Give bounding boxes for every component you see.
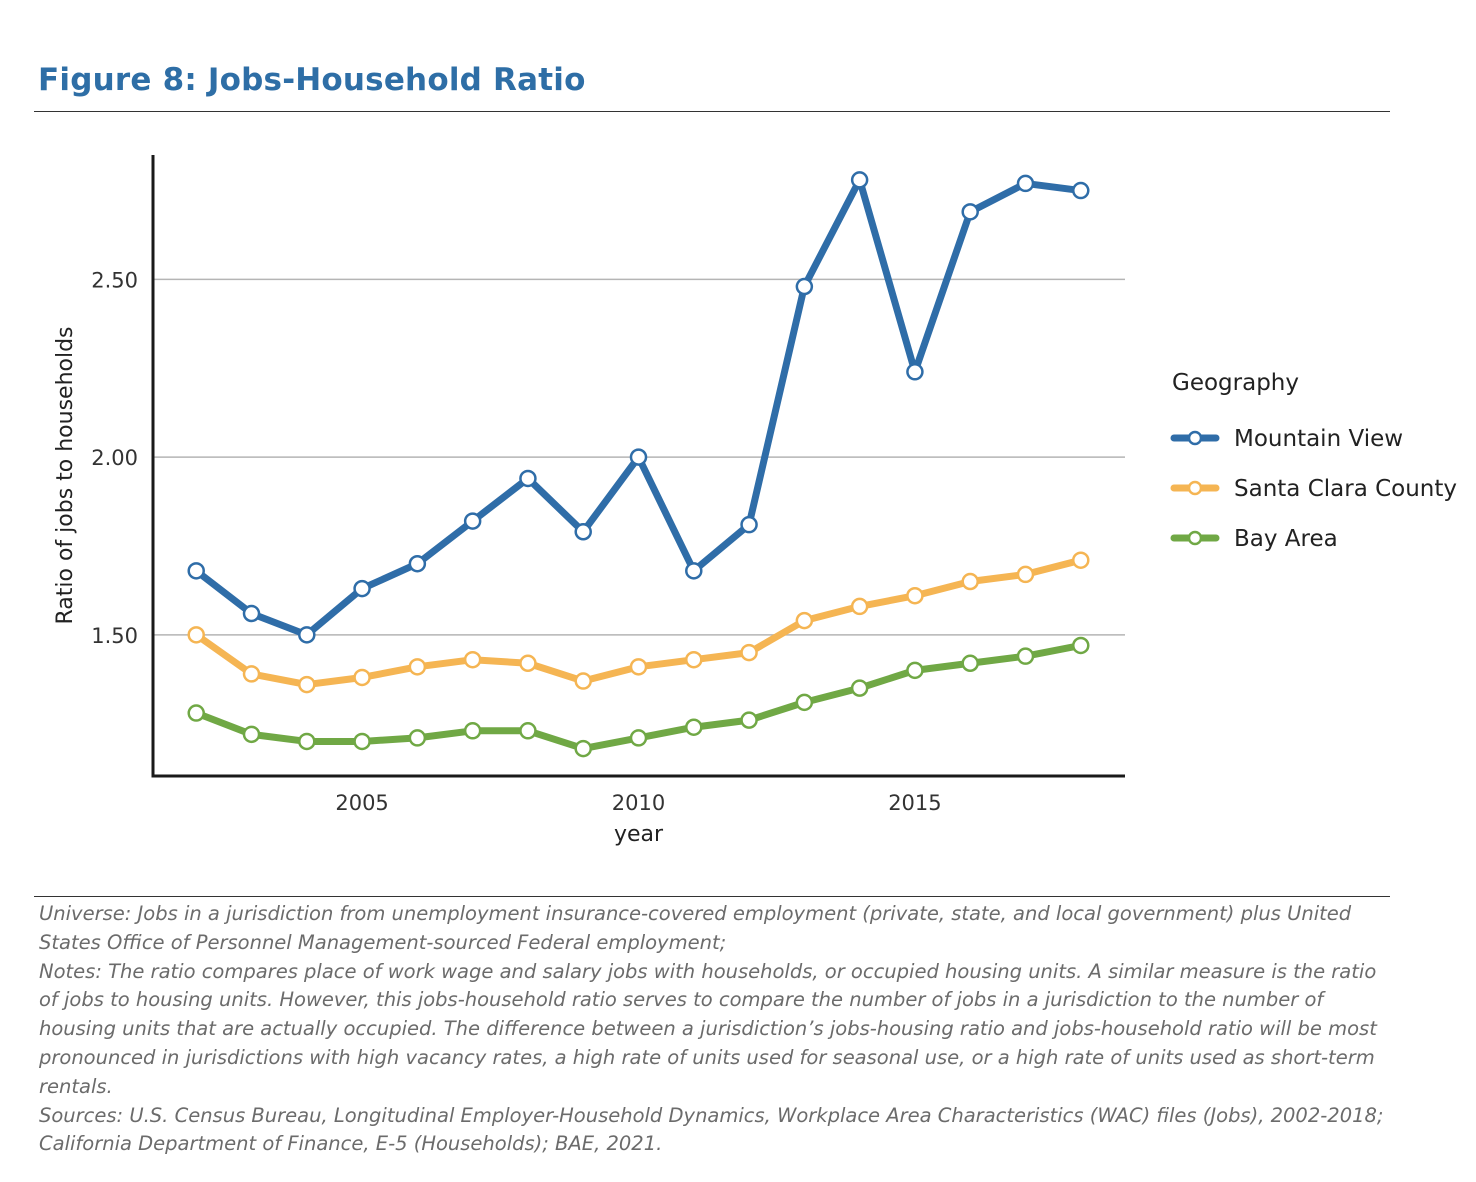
data-point [187, 626, 205, 644]
data-point [685, 562, 703, 580]
data-point [740, 711, 758, 729]
data-point [519, 722, 537, 740]
figure-title: Figure 8: Jobs-Household Ratio [38, 62, 586, 98]
legend-label: Santa Clara County [1234, 476, 1457, 502]
title-divider [34, 111, 1390, 112]
data-point [298, 732, 316, 751]
data-point [961, 572, 979, 591]
y-tick-label: 2.50 [91, 268, 138, 292]
data-point [1016, 647, 1035, 665]
jobs-household-ratio-chart: 1.50 2.00 2.50 2005 2010 2015 year Ratio of … [53, 155, 1457, 847]
sources-note: Sources: U.S. Census Bureau, Longitudina… [39, 1103, 1384, 1156]
x-tick-labels: 2005 2010 2015 [335, 791, 941, 815]
data-point [850, 597, 869, 616]
data-point [906, 661, 924, 680]
data-point [242, 725, 261, 744]
legend-item-santa-clara-county: Santa Clara County [1170, 476, 1457, 502]
data-point [463, 650, 482, 669]
x-tick-label: 2015 [888, 791, 941, 815]
axes [151, 155, 1125, 778]
data-point [961, 654, 979, 673]
data-point [850, 171, 869, 189]
data-point [519, 469, 537, 488]
data-point [1072, 551, 1090, 569]
series-bay-area [187, 636, 1090, 758]
legend-title: Geography [1172, 370, 1299, 396]
legend-label: Bay Area [1234, 526, 1338, 552]
series-lines [187, 171, 1090, 758]
y-tick-label: 1.50 [91, 624, 138, 648]
x-tick-label: 2005 [335, 791, 388, 815]
data-point [740, 515, 758, 534]
x-tick-label: 2010 [612, 791, 665, 815]
x-axis-title: year [614, 822, 664, 847]
data-point [1072, 636, 1090, 655]
data-point [353, 579, 371, 598]
data-point [298, 675, 316, 694]
legend-item-bay-area: Bay Area [1170, 526, 1338, 552]
data-point [574, 523, 592, 541]
data-point [629, 729, 648, 747]
data-point [463, 722, 482, 740]
series-santa-clara-county [187, 551, 1090, 694]
data-point [242, 665, 261, 683]
data-point [795, 277, 814, 296]
data-point [1016, 174, 1035, 193]
data-point [574, 739, 592, 758]
data-point [795, 693, 814, 712]
y-tick-labels: 1.50 2.00 2.50 [91, 268, 138, 647]
notes-text: Notes: The ratio compares place of work … [39, 959, 1377, 1098]
universe-note: Universe: Jobs in a jurisdiction from un… [39, 902, 1352, 954]
data-point [740, 643, 758, 662]
data-point [1072, 181, 1090, 200]
notes-divider [34, 896, 1390, 897]
legend-marker [1187, 530, 1203, 546]
data-point [298, 626, 316, 644]
legend-item-mountain-view: Mountain View [1170, 426, 1403, 452]
data-point [187, 704, 205, 722]
data-point [906, 363, 924, 381]
chart-notes: Universe: Jobs in a jurisdiction from un… [39, 900, 1399, 1159]
data-point [906, 586, 924, 605]
data-point [961, 203, 979, 221]
series-line [192, 176, 1085, 639]
legend-label: Mountain View [1234, 426, 1403, 452]
data-point [519, 654, 537, 673]
legend: Geography Mountain View Santa Clara Count… [1170, 370, 1457, 552]
legend-marker [1187, 480, 1203, 496]
data-point [795, 611, 814, 630]
data-point [850, 679, 869, 697]
data-point [629, 448, 648, 466]
data-point [408, 729, 427, 747]
y-tick-label: 2.00 [91, 446, 138, 470]
data-point [242, 604, 261, 623]
series-mountain-view [187, 171, 1090, 644]
legend-marker [1187, 430, 1203, 446]
data-point [408, 658, 427, 676]
data-point [1016, 565, 1035, 584]
y-axis-title: Ratio of jobs to households [53, 326, 78, 624]
data-point [353, 732, 371, 751]
data-point [463, 512, 482, 530]
data-point [408, 554, 427, 573]
data-point [574, 672, 592, 690]
data-point [629, 658, 648, 676]
data-point [187, 562, 205, 580]
data-point [685, 650, 703, 669]
data-point [685, 718, 703, 736]
data-point [353, 668, 371, 687]
